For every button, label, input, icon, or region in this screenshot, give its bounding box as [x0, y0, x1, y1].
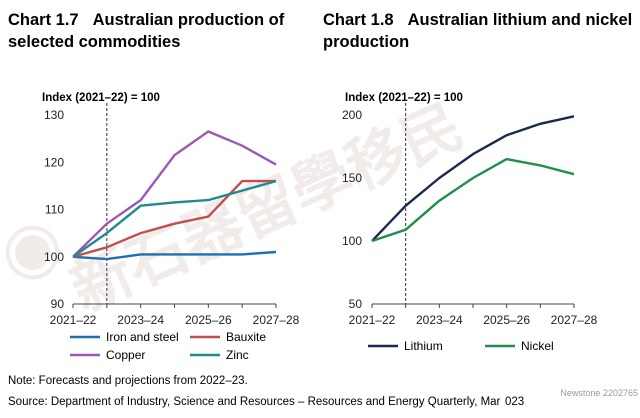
left-y-axis-label: Index (2021–22) = 100: [42, 92, 160, 104]
right-y-tick-label: 100: [342, 234, 362, 248]
left-series-copper: [72, 130, 277, 258]
right-x-tick-label: 2025–26: [483, 313, 530, 327]
right-y-tick-label: 200: [342, 108, 362, 122]
chart-1-8-number: Chart 1.8: [323, 11, 394, 29]
left-y-tick-label: 110: [45, 203, 64, 217]
right-legend-label-lithium: Lithium: [404, 339, 443, 353]
left-legend-label-zinc: Zinc: [226, 348, 249, 362]
left-series-iron-and-steel: [72, 250, 277, 261]
left-y-tick-label: 120: [44, 155, 64, 169]
right-x-tick-label: 2023–24: [416, 313, 463, 327]
right-y-tick-label: 150: [342, 171, 362, 185]
right-y-axis-label: Index (2021–22) = 100: [345, 92, 463, 104]
left-legend-label-iron-and-steel: Iron and steel: [106, 330, 179, 344]
right-y-tick-label: 50: [349, 297, 363, 311]
right-legend-label-nickel: Nickel: [521, 339, 554, 353]
left-x-tick-label: 2027–28: [253, 313, 300, 327]
left-legend-label-copper: Copper: [106, 348, 145, 362]
chart-1-7-number: Chart 1.7: [8, 11, 79, 29]
chart-1-7-title-text: Australian production of selected commod…: [8, 11, 285, 51]
left-legend-label-bauxite: Bauxite: [226, 330, 266, 344]
right-series-nickel: [371, 157, 575, 243]
left-series-zinc: [72, 179, 277, 258]
left-series-bauxite: [72, 179, 276, 258]
left-y-tick-label: 90: [51, 297, 65, 311]
chart-1-7-title: Chart 1.7 Australian production of select…: [8, 9, 308, 53]
left-x-tick-label: 2023–24: [117, 313, 164, 327]
left-y-tick-label: 100: [44, 250, 64, 264]
left-x-tick-label: 2021–22: [50, 313, 97, 327]
right-x-tick-label: 2027–28: [551, 313, 598, 327]
chart-1-8-title-text: Australian lithium and nickel production: [323, 11, 633, 51]
source-text: Source: Department of Industry, Science …: [8, 396, 525, 408]
left-x-tick-label: 2025–26: [185, 313, 232, 327]
chart-1-8-title: Chart 1.8 Australian lithium and nickel p…: [323, 9, 633, 53]
right-x-tick-label: 2021–22: [349, 313, 396, 327]
note-text: Note: Forecasts and projections from 202…: [8, 375, 248, 387]
left-y-tick-label: 130: [44, 108, 64, 122]
watermark-badge: Newstone 2202765: [560, 388, 638, 398]
right-series-lithium: [371, 115, 575, 242]
